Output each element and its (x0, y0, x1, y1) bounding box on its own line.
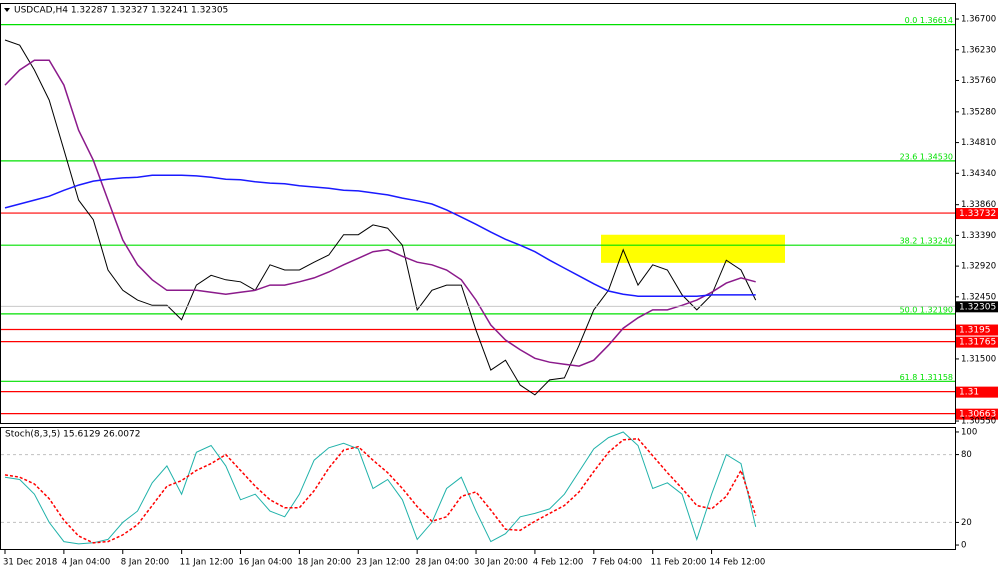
y-tick-label: 1.31500 (961, 354, 996, 364)
level-tag (956, 336, 998, 348)
y-tick-label: 20 (961, 518, 972, 528)
level-tag (956, 208, 998, 220)
y-tick-label: 1.32450 (961, 292, 996, 302)
x-tick-label: 16 Jan 04:00 (239, 558, 293, 568)
last-price-tag (956, 301, 998, 313)
level-tag-label: 1.30663 (959, 410, 996, 420)
level-label: 23.6 1.34530 (900, 152, 953, 161)
y-tick-label: 1.35280 (961, 107, 996, 117)
x-tick-label: 28 Jan 04:00 (415, 558, 469, 568)
level-tag (956, 386, 998, 398)
level-label: 61.8 1.31158 (900, 373, 953, 382)
y-tick-label: 1.32920 (961, 262, 996, 272)
level-label: 38.2 1.33240 (900, 237, 953, 246)
highlight-zone (601, 234, 785, 263)
x-tick-label: 4 Jan 04:00 (62, 558, 110, 568)
price-panel (0, 3, 956, 424)
y-tick-label: 1.33390 (961, 231, 996, 241)
level-tag (956, 324, 998, 336)
x-tick-label: 18 Jan 20:00 (297, 558, 351, 568)
level-tag-label: 1.31765 (959, 338, 996, 348)
last-price-label: 1.32305 (959, 302, 996, 312)
y-tick-label: 1.33860 (961, 200, 996, 210)
x-tick-label: 8 Jan 20:00 (121, 558, 169, 568)
level-tag (956, 408, 998, 420)
y-tick-label: 1.36700 (961, 15, 996, 25)
y-tick-label: 0 (961, 541, 966, 551)
x-tick-label: 31 Dec 2018 (3, 558, 57, 568)
y-tick-label: 1.30550 (961, 417, 996, 427)
level-tag-label: 1.31 (959, 388, 979, 398)
series-line (4, 437, 757, 544)
y-tick-label: 1.34810 (961, 138, 996, 148)
y-tick-label: 80 (961, 450, 972, 460)
x-tick-label: 11 Feb 20:00 (651, 558, 707, 568)
x-tick-label: 30 Jan 20:00 (474, 558, 528, 568)
y-tick-label: 1.34340 (961, 169, 996, 179)
level-tag-label: 1.33732 (959, 209, 996, 219)
panel-title: Stoch(8,3,5) 15.6129 26.0072 (5, 430, 140, 440)
level-label: 50.0 1.32190 (900, 305, 953, 314)
x-tick-label: 14 Feb 12:00 (710, 558, 766, 568)
menu-arrow (4, 8, 10, 12)
y-tick-label: 1.35760 (961, 76, 996, 86)
series-line (4, 39, 757, 396)
panel-title: USDCAD,H4 1.32287 1.32327 1.32241 1.3230… (14, 6, 228, 16)
x-tick-label: 4 Feb 12:00 (533, 558, 583, 568)
series-line (4, 174, 756, 297)
level-label: 0.0 1.36614 (905, 16, 953, 25)
y-tick-label: 100 (961, 427, 977, 437)
x-tick-label: 23 Jan 12:00 (356, 558, 410, 568)
stoch-panel (0, 427, 956, 550)
y-tick-label: 1.36230 (961, 45, 996, 55)
series-line (4, 59, 756, 367)
level-tag-label: 1.3195 (959, 326, 991, 336)
x-tick-label: 7 Feb 04:00 (592, 558, 642, 568)
x-tick-label: 11 Jan 12:00 (180, 558, 234, 568)
